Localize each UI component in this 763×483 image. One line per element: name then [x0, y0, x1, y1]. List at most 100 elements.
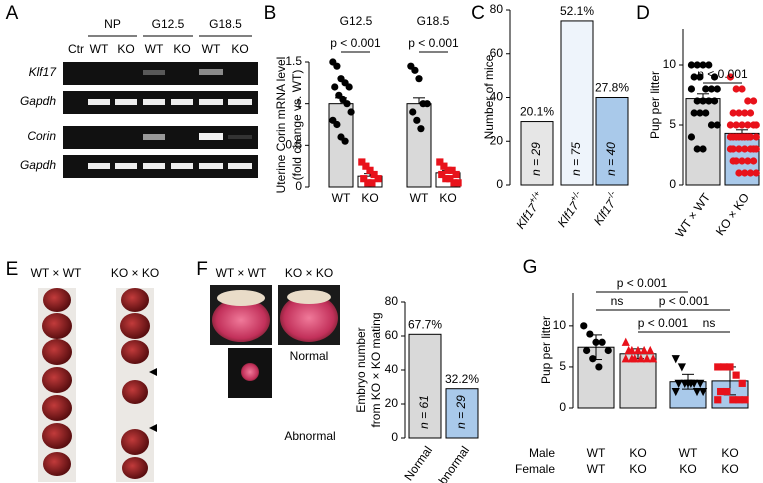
data-point: [693, 61, 701, 69]
data-point: [741, 109, 749, 117]
y-axis-label: Embryo number: [354, 327, 368, 412]
data-point: [741, 169, 749, 177]
data-point: [621, 354, 630, 363]
data-point: [710, 73, 719, 81]
data-point: [746, 109, 755, 117]
female-label: KO: [721, 462, 738, 476]
data-point: [671, 355, 680, 364]
data-point: [415, 75, 423, 83]
female-label: KO: [679, 462, 696, 476]
group-label: G12.5: [152, 17, 185, 31]
data-point: [699, 61, 707, 69]
data-point: [752, 169, 760, 177]
group-label: G18.5: [209, 17, 242, 31]
data-point: [690, 73, 698, 81]
data-point: [366, 166, 374, 174]
male-label: WT: [679, 446, 698, 460]
row-label: Gapdh: [20, 158, 56, 172]
data-point: [374, 175, 382, 183]
data-point: [446, 175, 454, 183]
data-point: [362, 162, 370, 170]
y-axis-label: from KO × KO mating: [369, 312, 383, 427]
data-point: [450, 179, 458, 187]
data-point: [442, 175, 450, 183]
data-point: [710, 97, 719, 105]
lane-label: WT: [145, 42, 164, 56]
data-point: [752, 145, 760, 153]
percent-label: 20.1%: [520, 105, 554, 119]
data-point: [331, 83, 339, 91]
data-point: [690, 109, 698, 117]
data-point: [714, 363, 722, 371]
y-tick-label: 40: [385, 362, 399, 376]
data-point: [448, 166, 456, 174]
male-label: KO: [721, 446, 738, 460]
data-point: [746, 145, 755, 153]
data-point: [440, 162, 448, 170]
percent-label: 67.7%: [408, 317, 442, 331]
gene: Klf17: [513, 200, 541, 232]
n-label: n = 29: [454, 395, 468, 429]
bar: [406, 103, 432, 188]
data-point: [642, 354, 652, 363]
data-point: [746, 169, 755, 177]
panel-label: A: [6, 3, 19, 24]
data-point: [687, 133, 696, 141]
data-point: [592, 338, 600, 346]
data-point: [726, 145, 735, 153]
bar: [560, 20, 594, 186]
data-point: [735, 109, 743, 117]
gel: [63, 62, 258, 178]
data-point: [752, 133, 760, 141]
data-point: [438, 170, 446, 179]
panel-label: C: [471, 3, 485, 24]
data-point: [411, 66, 419, 74]
panel-label: D: [636, 3, 650, 24]
row-label: Corin: [27, 129, 56, 143]
data-point: [409, 108, 417, 116]
data-point: [413, 116, 421, 124]
y-tick-label: 80: [385, 294, 399, 308]
data-point: [671, 387, 680, 397]
data-point: [444, 166, 452, 174]
data-point: [633, 345, 643, 355]
data-point: [360, 175, 368, 183]
row-label: Klf17: [29, 65, 58, 79]
data-point: [649, 354, 658, 363]
data-point: [696, 109, 704, 117]
data-point: [692, 387, 702, 397]
percent-label: 27.8%: [595, 81, 629, 95]
data-point: [699, 145, 707, 153]
y-tick-label: 10: [663, 57, 677, 71]
cross-label: WT × WT: [216, 266, 267, 280]
x-tick-label: Klf17-/-: [589, 189, 623, 228]
percent-label: 52.1%: [560, 4, 594, 18]
data-point: [343, 100, 351, 108]
data-point: [729, 109, 737, 117]
group-title: G12.5: [340, 14, 373, 28]
photo-label: Normal: [290, 349, 329, 363]
data-point: [702, 109, 710, 117]
data-point: [732, 121, 740, 129]
data-point: [741, 396, 749, 404]
lane-label: WT: [90, 42, 109, 56]
x-tick-label: WT × WT: [672, 190, 713, 240]
row-label: Male: [529, 446, 555, 460]
data-point: [732, 371, 740, 379]
y-axis-label: (fold change vs. WT): [290, 70, 304, 181]
y-axis-label: Pup per litter: [648, 71, 662, 139]
data-point: [687, 85, 696, 93]
y-tick-label: 0.5: [285, 138, 302, 152]
panel-label: B: [264, 3, 277, 24]
y-tick-label: 0: [669, 177, 676, 191]
data-point: [699, 387, 708, 397]
female-label: KO: [629, 462, 646, 476]
data-point: [696, 379, 705, 388]
data-point: [705, 97, 713, 105]
x-tick-label: KO: [439, 191, 456, 205]
lane-label: KO: [173, 42, 190, 56]
data-point: [744, 97, 752, 105]
bar: [408, 333, 442, 439]
gene: Klf17: [555, 198, 583, 230]
